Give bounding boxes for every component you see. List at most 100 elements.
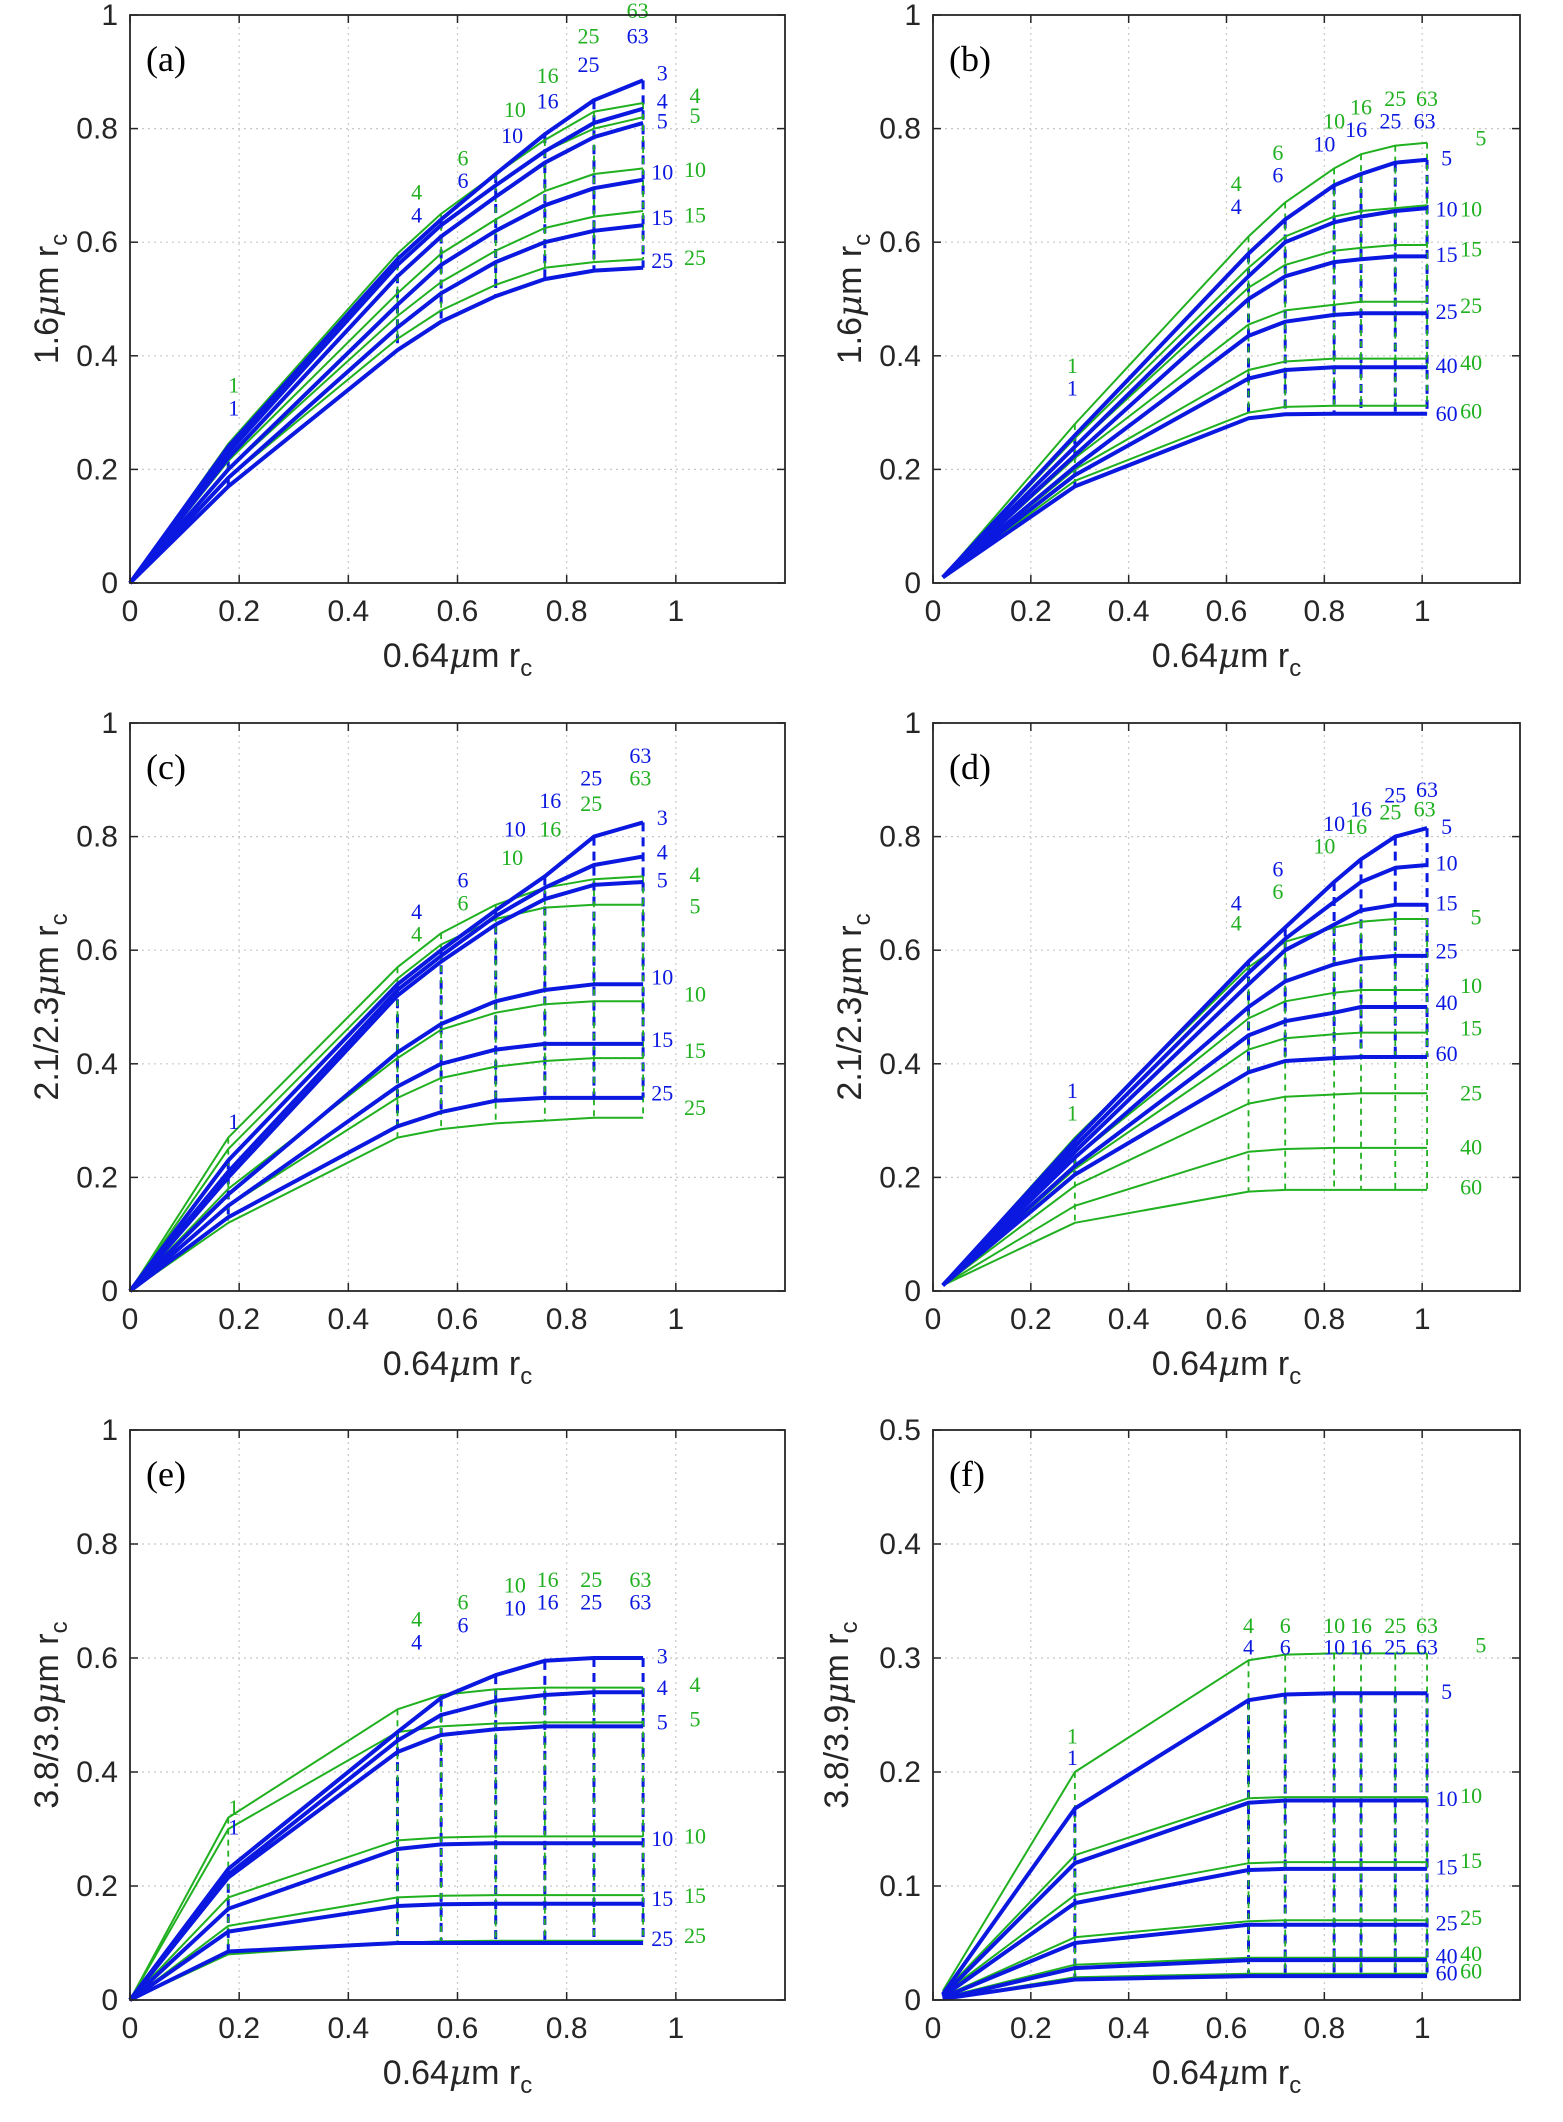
x-tick-label: 1 — [1414, 595, 1431, 628]
blue-series-ve-25 — [941, 953, 1428, 1287]
green-annotation-label: 15 — [1460, 1015, 1482, 1040]
blue-series-ve-4 — [128, 854, 644, 1293]
x-axis-title: 0.64μm rc — [383, 636, 532, 682]
y-axis-title: 3.8/3.9μm rc — [817, 1621, 863, 1808]
green-annotation-label: 1 — [1067, 353, 1078, 378]
green-series-ve-10 — [942, 204, 1428, 578]
blue-annotation-label: 15 — [1436, 1855, 1458, 1880]
blue-annotation-label: 1 — [1067, 376, 1078, 401]
green-annotation-label: 6 — [457, 146, 468, 171]
blue-series-ve-5 — [128, 120, 644, 585]
y-tick-label: 0 — [101, 1984, 118, 2017]
x-tick-label: 0.6 — [437, 2012, 479, 2045]
panel-label: (e) — [146, 1454, 186, 1494]
blue-annotation-label: 25 — [1436, 299, 1458, 324]
blue-annotation-label: 16 — [1345, 117, 1367, 142]
blue-annotation-label: 40 — [1436, 990, 1458, 1015]
x-tick-label: 0.4 — [327, 595, 369, 628]
blue-annotation-label: 25 — [651, 248, 673, 273]
blue-annotation-label: 4 — [411, 899, 422, 924]
blue-series-ve-5 — [941, 826, 1428, 1287]
blue-annotation-label: 4 — [1243, 1635, 1254, 1660]
x-tick-label: 0.2 — [218, 1303, 260, 1336]
green-annotation-label: 16 — [537, 1567, 559, 1592]
blue-series-ve-15 — [128, 1041, 644, 1293]
blue-annotation-label: 25 — [651, 1081, 673, 1106]
green-annotation-label: 4 — [1231, 171, 1242, 196]
x-tick-label: 0.4 — [1108, 1303, 1150, 1336]
green-series-ve-4 — [129, 875, 644, 1292]
green-series-ve-5 — [129, 1721, 644, 2001]
green-annotation-label: 4 — [689, 1672, 700, 1697]
y-tick-label: 1 — [101, 707, 118, 740]
blue-annotation-label: 25 — [578, 52, 600, 77]
green-series-ve-15 — [942, 1031, 1428, 1287]
x-axis-title: 0.64μm rc — [1152, 1344, 1301, 1390]
blue-annotation-label: 5 — [1441, 814, 1452, 839]
y-tick-label: 1 — [904, 707, 921, 740]
blue-annotation-label: 25 — [580, 765, 602, 790]
y-axis-title: 2.1/2.3μm rc — [830, 913, 876, 1100]
green-annotation-label: 1 — [228, 1795, 239, 1820]
blue-annotation-label: 60 — [1436, 1961, 1458, 1986]
blue-annotation-label: 6 — [1272, 856, 1283, 881]
x-tick-label: 0.2 — [1010, 1303, 1052, 1336]
green-series-ve-10 — [129, 1000, 644, 1292]
green-annotation-label: 25 — [1379, 800, 1401, 825]
green-series-ve-25 — [942, 1919, 1428, 1998]
blue-annotation-label: 25 — [1384, 1635, 1406, 1660]
green-annotation-label: 60 — [1460, 398, 1482, 423]
blue-annotation-label: 25 — [1436, 1910, 1458, 1935]
blue-annotation-label: 10 — [504, 817, 526, 842]
blue-series-ve-60 — [942, 1974, 1428, 2001]
green-annotation-label: 63 — [627, 0, 649, 23]
y-tick-label: 0.3 — [879, 1642, 921, 1675]
x-tick-label: 0.8 — [546, 1303, 588, 1336]
x-tick-label: 0.2 — [218, 595, 260, 628]
green-series-ve-10 — [129, 167, 644, 584]
x-tick-label: 0.6 — [1206, 1303, 1248, 1336]
x-tick-label: 1 — [1414, 2012, 1431, 2045]
panel-label: (c) — [146, 747, 186, 787]
blue-series-ve-25 — [129, 1941, 644, 2002]
blue-annotation-label: 10 — [1436, 1786, 1458, 1811]
blue-annotation-label: 40 — [1436, 353, 1458, 378]
y-tick-label: 0 — [101, 1275, 118, 1308]
y-tick-label: 0.5 — [879, 1414, 921, 1447]
blue-series-ve-15 — [941, 902, 1428, 1287]
panel-label: (d) — [949, 747, 991, 787]
blue-annotation-label: 1 — [1067, 1078, 1078, 1103]
blue-annotation-label: 25 — [580, 1590, 602, 1615]
green-annotation-label: 60 — [1460, 1174, 1482, 1199]
blue-annotation-label: 4 — [657, 839, 668, 864]
blue-annotation-label: 15 — [1436, 242, 1458, 267]
blue-annotation-label: 1 — [228, 1815, 239, 1840]
blue-annotation-label: 3 — [657, 805, 668, 830]
green-annotation-label: 10 — [504, 1572, 526, 1597]
panel-a: 1144661010161625256363345101525451015250… — [27, 0, 786, 682]
blue-series-ve-25 — [128, 1095, 644, 1293]
green-annotation-label: 5 — [1475, 126, 1486, 151]
green-series-ve-15 — [942, 1861, 1428, 1996]
y-tick-label: 0.4 — [76, 1756, 118, 1789]
blue-annotation-label: 5 — [1441, 146, 1452, 171]
blue-annotation-label: 4 — [411, 1629, 422, 1654]
blue-annotation-label: 6 — [1280, 1635, 1291, 1660]
y-tick-label: 0.2 — [879, 1756, 921, 1789]
x-tick-label: 1 — [667, 1303, 684, 1336]
green-annotation-label: 25 — [1384, 86, 1406, 111]
green-annotation-label: 25 — [578, 23, 600, 48]
x-tick-label: 0 — [925, 1303, 942, 1336]
green-annotation-label: 5 — [1475, 1632, 1486, 1657]
blue-series-ve-60 — [941, 411, 1428, 579]
blue-annotation-label: 10 — [651, 160, 673, 185]
blue-annotation-label: 15 — [651, 205, 673, 230]
blue-annotation-label: 16 — [537, 89, 559, 114]
blue-annotation-label: 25 — [1379, 109, 1401, 134]
green-annotation-label: 5 — [1470, 905, 1481, 930]
green-annotation-label: 16 — [1345, 814, 1367, 839]
green-annotation-label: 4 — [411, 180, 422, 205]
blue-annotation-label: 10 — [1323, 1635, 1345, 1660]
green-series-ve-60 — [942, 1972, 1428, 2000]
x-tick-label: 0.6 — [437, 595, 479, 628]
